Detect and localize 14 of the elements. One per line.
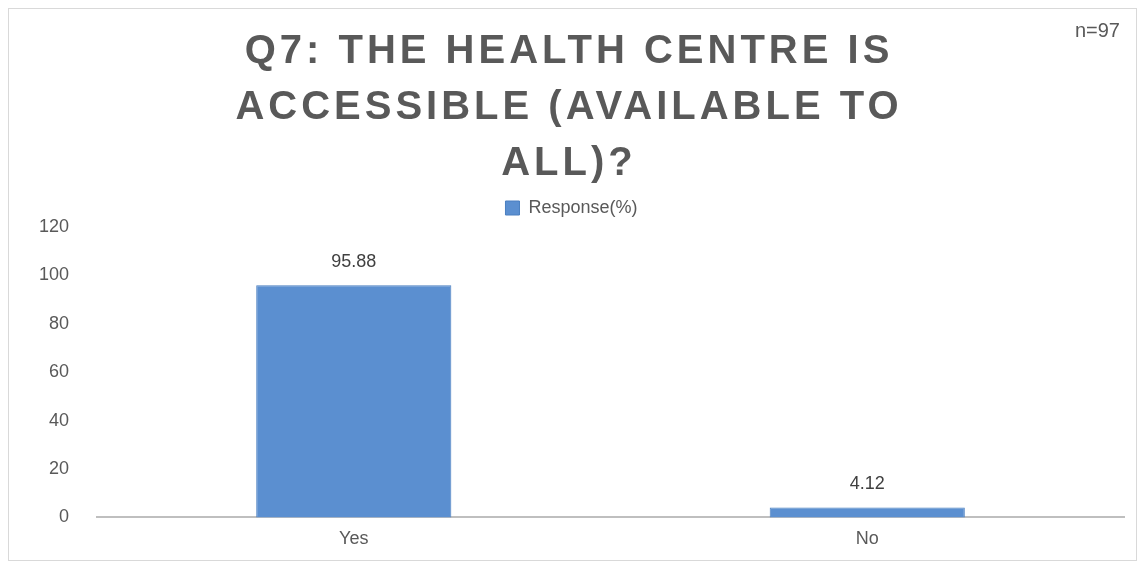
y-tick-label: 120: [38, 215, 70, 236]
legend-label: Response(%): [528, 196, 638, 217]
y-tick-label: 20: [49, 457, 70, 478]
y-tick-label: 80: [49, 312, 70, 333]
y-tick-label: 0: [59, 506, 70, 527]
y-tick-label: 60: [49, 361, 70, 382]
data-label: 95.88: [331, 251, 377, 272]
data-label: 4.12: [849, 473, 885, 494]
y-tick-label: 100: [38, 264, 70, 285]
text: n=97: [1074, 19, 1120, 42]
y-tick-label: 40: [49, 409, 70, 430]
chart-title: Q7: THE HEALTH CENTRE IS ACCESSIBLE (AVAILABLE TO ALL)?: [234, 26, 904, 185]
x-tick-label: Yes: [339, 528, 369, 549]
x-tick-label: No: [855, 528, 879, 549]
